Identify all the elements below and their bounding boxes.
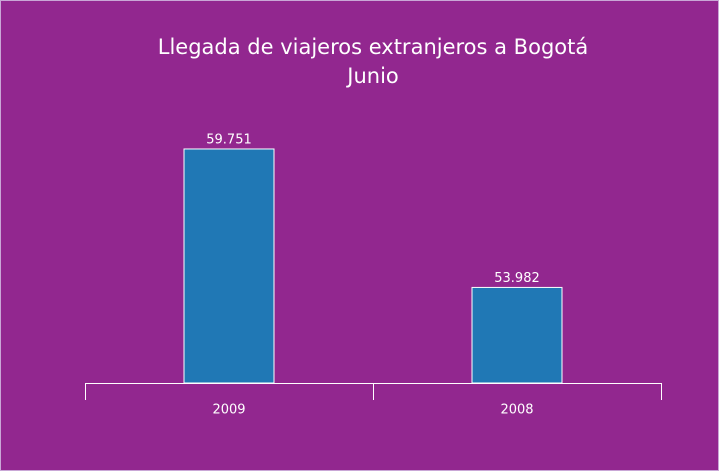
bar	[183, 148, 275, 384]
data-label: 53.982	[494, 271, 540, 286]
data-label: 59.751	[206, 132, 252, 147]
bar	[471, 286, 563, 384]
x-tick-label: 2008	[500, 403, 533, 418]
chart-subtitle: Junio	[345, 64, 399, 88]
chart-title: Llegada de viajeros extranjeros a Bogotá	[158, 35, 588, 59]
x-tick-label: 2009	[212, 403, 245, 418]
